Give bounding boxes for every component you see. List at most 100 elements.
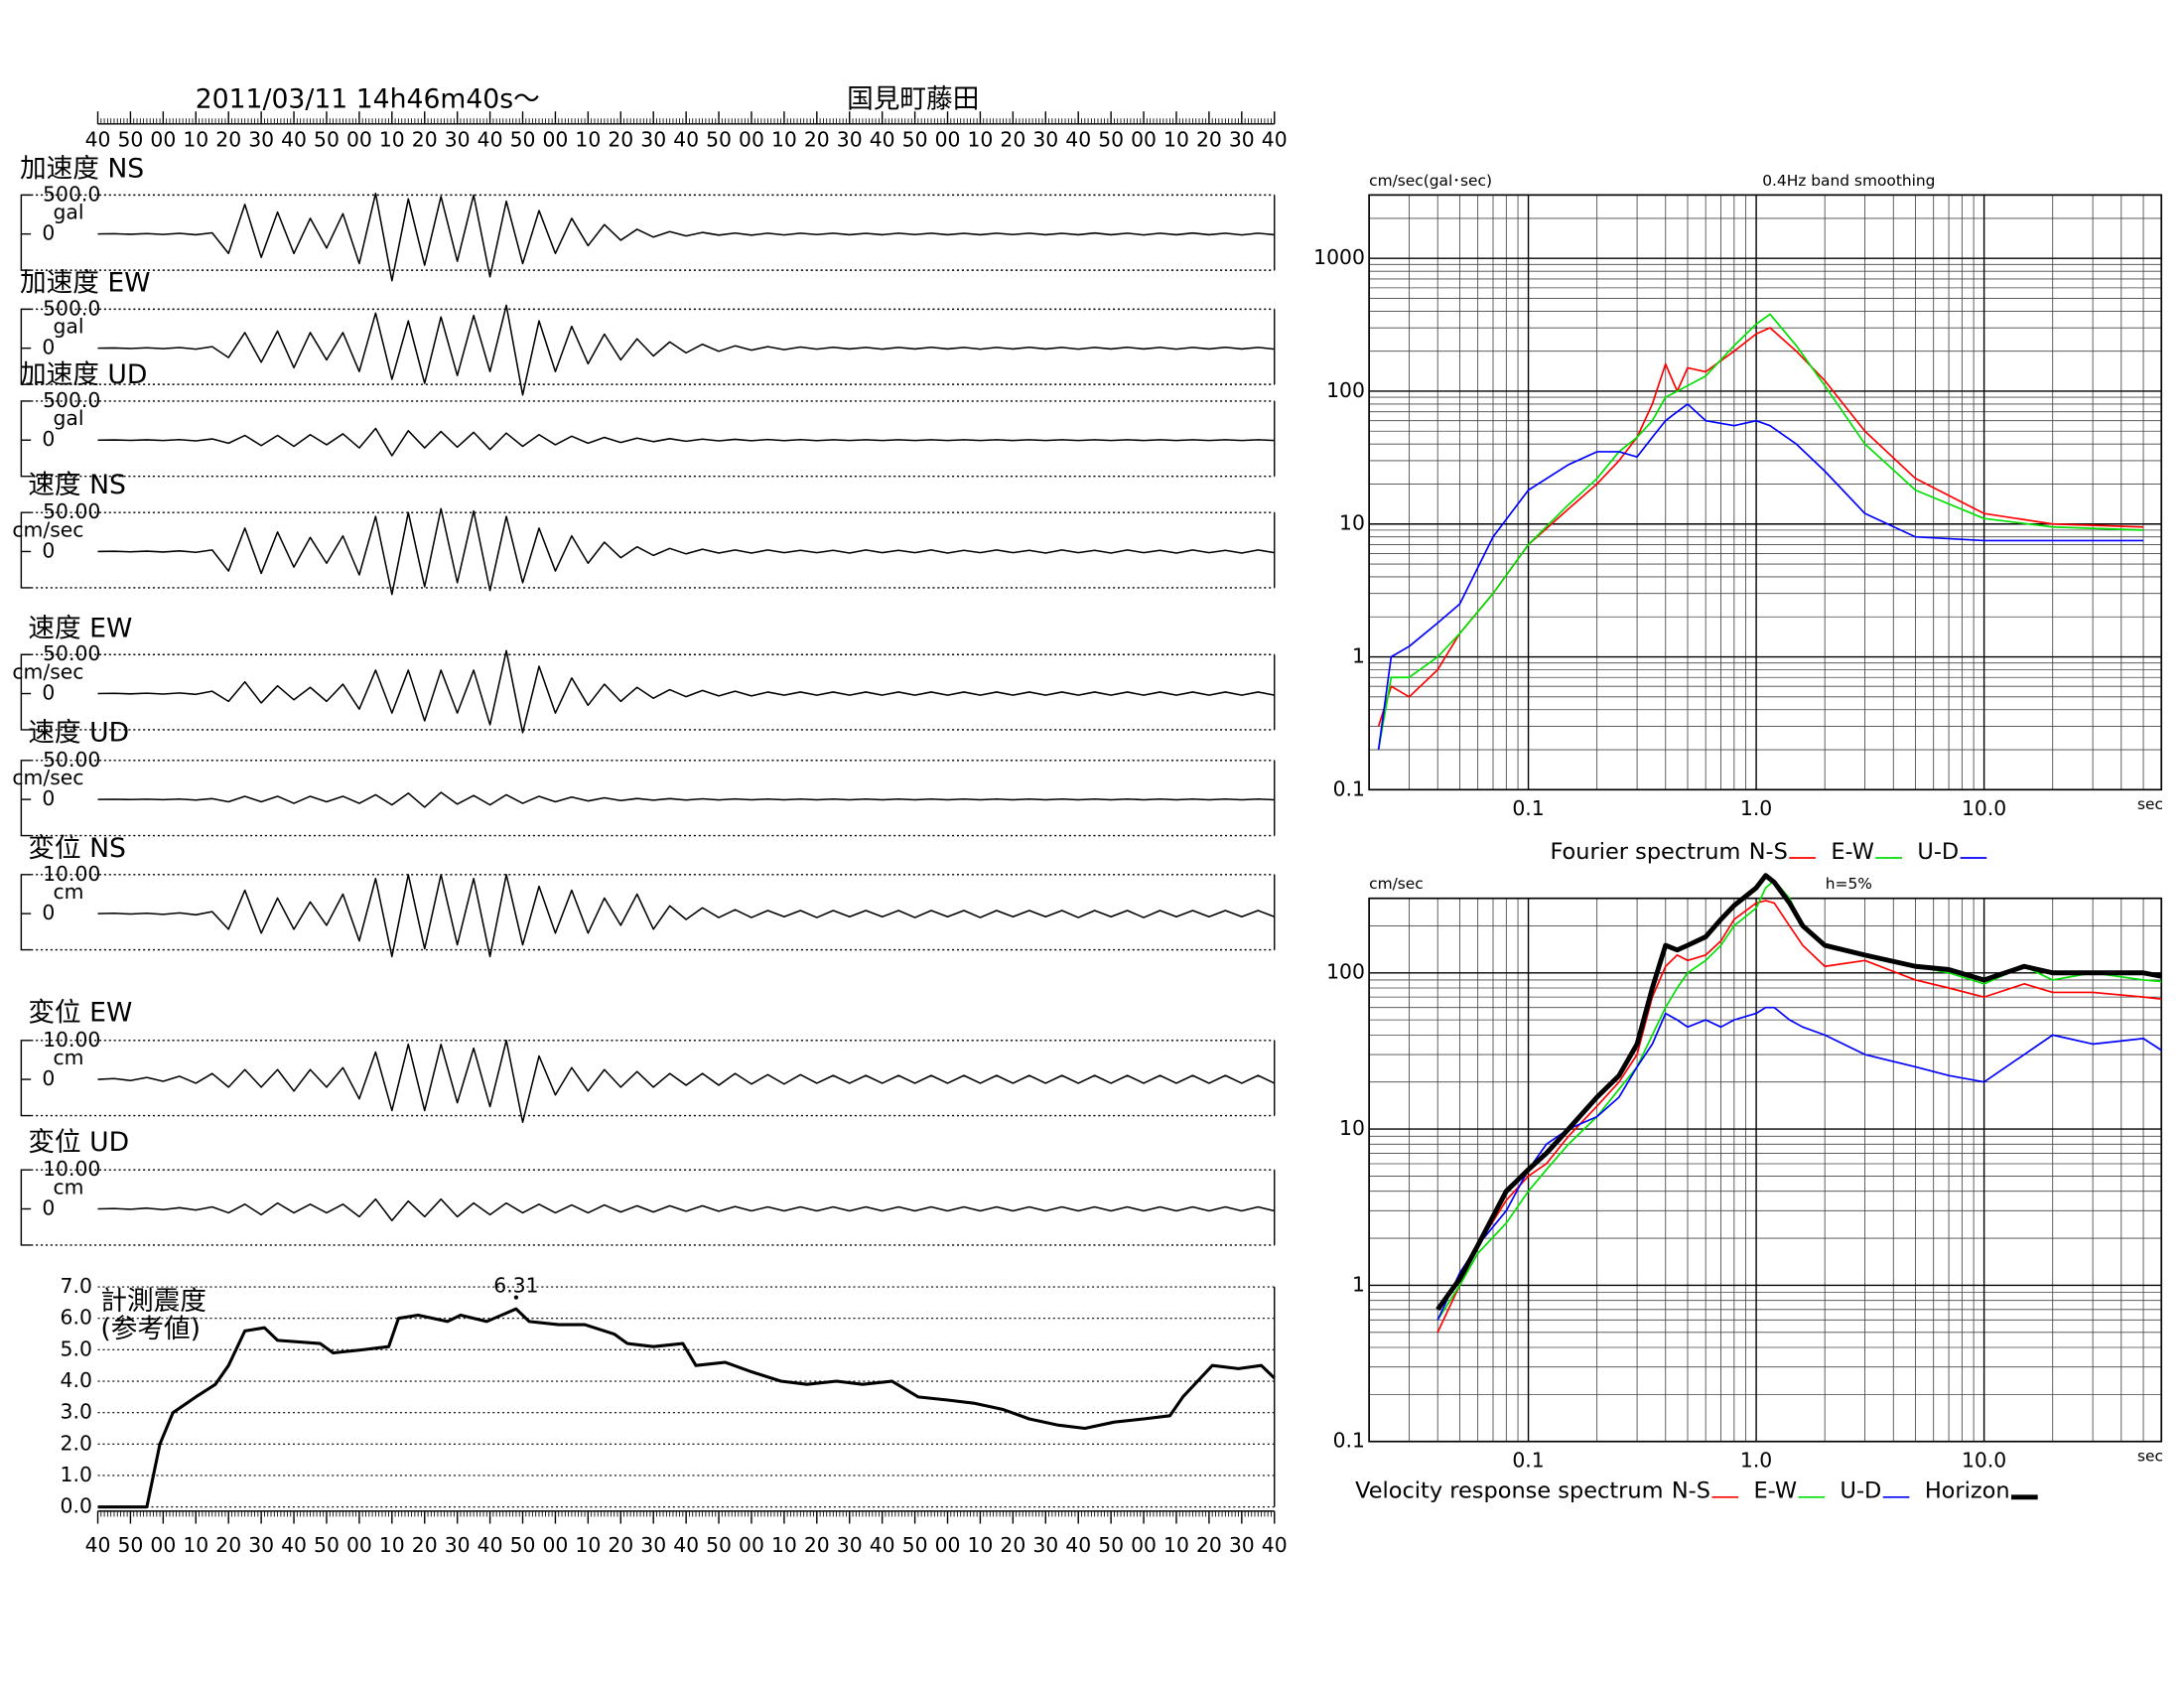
- unit-label: cm: [54, 880, 84, 904]
- peak-label: 6.31: [493, 1273, 538, 1297]
- x-tick-label: 30: [248, 128, 274, 152]
- y-tick-label: 3.0: [61, 1400, 92, 1424]
- y-tick-label: 10: [1339, 1116, 1365, 1140]
- x-tick-label: 10: [183, 1533, 208, 1557]
- legend-label: Horizon: [1925, 1478, 2010, 1504]
- x-tick-label: 00: [1131, 128, 1157, 152]
- x-tick-label: 20: [804, 1533, 830, 1557]
- x-tick-label: 10: [968, 128, 994, 152]
- x-tick-label: 50: [118, 128, 144, 152]
- x-tick-label: 30: [1032, 1533, 1058, 1557]
- unit-label: cm: [54, 1046, 84, 1069]
- x-tick-label: 20: [1196, 1533, 1222, 1557]
- unit-label: gal: [53, 315, 83, 339]
- legend-title: Velocity response spectrum: [1355, 1478, 1663, 1504]
- trace-label: 速度 UD: [28, 718, 129, 749]
- x-tick-label: 20: [412, 1533, 438, 1557]
- unit-label: cm/sec: [12, 766, 83, 789]
- y-axis-label: cm/sec: [1369, 875, 1424, 893]
- trace-label: 変位 NS: [28, 833, 126, 864]
- y-tick-label: 50.00: [43, 499, 100, 523]
- x-tick-label: 00: [1131, 1533, 1157, 1557]
- legend-label: N-S: [1672, 1478, 1710, 1504]
- x-tick-label: 50: [902, 128, 928, 152]
- y-tick-label: 1: [1352, 644, 1365, 668]
- x-tick-label: 30: [1229, 1533, 1255, 1557]
- x-tick-label: 20: [1000, 128, 1025, 152]
- x-tick-label: 20: [1196, 128, 1222, 152]
- y-tick-label: 0.0: [61, 1494, 92, 1518]
- x-tick-label: 10: [1163, 128, 1189, 152]
- x-tick-label: 10: [183, 128, 208, 152]
- y-tick-label: 10.00: [43, 1028, 100, 1052]
- x-tick-label: 0.1: [1512, 1448, 1544, 1472]
- unit-label: cm: [54, 1175, 84, 1198]
- x-tick-label: 00: [935, 128, 961, 152]
- y-tick-label: 1.0: [61, 1463, 92, 1486]
- y-tick-label: 500.0: [43, 296, 100, 320]
- trace-label: 加速度 NS: [20, 154, 144, 185]
- y-tick-label: 0: [42, 1196, 55, 1219]
- waveform: [97, 427, 1275, 457]
- y-tick-label: 0: [42, 786, 55, 810]
- y-tick-label: 50.00: [43, 641, 100, 665]
- x-tick-label: 30: [248, 1533, 274, 1557]
- x-tick-label: 20: [215, 1533, 241, 1557]
- legend-label: U-D: [1917, 839, 1959, 865]
- legend-title: Fourier spectrum: [1550, 839, 1740, 865]
- waveform: [97, 1197, 1275, 1222]
- trace-bracket: [20, 1169, 32, 1246]
- y-tick-label: 1000: [1313, 245, 1365, 269]
- x-axis-label: sec: [2137, 795, 2163, 813]
- trace-label: 加速度 EW: [20, 268, 151, 299]
- x-tick-label: 40: [1262, 128, 1288, 152]
- trace-bracket: [20, 308, 32, 385]
- x-tick-label: 30: [445, 128, 471, 152]
- spectrum-line: [1436, 900, 2162, 1334]
- waveform: [97, 1040, 1276, 1124]
- x-tick-label: 00: [543, 128, 569, 152]
- station-name: 国見町藤田: [847, 83, 979, 114]
- x-tick-label: 40: [1065, 128, 1091, 152]
- x-tick-label: 30: [640, 1533, 666, 1557]
- legend-label: U-D: [1841, 1478, 1882, 1504]
- x-tick-label: 00: [543, 1533, 569, 1557]
- x-tick-label: 50: [1098, 1533, 1124, 1557]
- waveform: [97, 649, 1275, 734]
- plot-frame: [1368, 194, 2163, 791]
- x-tick-label: 20: [804, 128, 830, 152]
- x-tick-label: 10: [771, 1533, 797, 1557]
- trace-label: 変位 EW: [28, 998, 132, 1029]
- waveform: [97, 507, 1275, 596]
- y-tick-label: 0: [42, 1066, 55, 1090]
- waveform: [97, 193, 1275, 282]
- x-tick-label: 40: [478, 128, 503, 152]
- trace-bracket: [20, 874, 32, 951]
- spectrum-line: [1377, 403, 2144, 751]
- x-tick-label: 20: [608, 128, 633, 152]
- unit-label: cm/sec: [12, 517, 83, 541]
- y-tick-label: 0: [42, 221, 55, 245]
- x-tick-label: 00: [346, 1533, 372, 1557]
- x-tick-label: 10: [771, 128, 797, 152]
- waveform: [97, 874, 1276, 958]
- x-tick-label: 00: [739, 128, 764, 152]
- x-tick-label: 10: [575, 128, 601, 152]
- x-tick-label: 00: [346, 128, 372, 152]
- y-axis-label: cm/sec(gal･sec): [1369, 172, 1492, 190]
- intensity-line: [97, 1307, 1276, 1509]
- trace-bracket: [20, 760, 32, 837]
- x-tick-label: 40: [85, 1533, 111, 1557]
- x-tick-label: 00: [150, 128, 176, 152]
- trace-label: 速度 EW: [28, 613, 132, 643]
- x-tick-label: 1.0: [1740, 796, 1772, 820]
- record-date: 2011/03/11 14h46m40s～: [196, 83, 540, 114]
- trace-bracket: [20, 1040, 32, 1117]
- peak-dot: [513, 1295, 519, 1300]
- y-tick-label: 100: [1326, 378, 1365, 402]
- x-tick-label: 40: [85, 128, 111, 152]
- x-tick-label: 30: [640, 128, 666, 152]
- x-tick-label: 40: [478, 1533, 503, 1557]
- plot-title: 0.4Hz band smoothing: [1762, 172, 1935, 190]
